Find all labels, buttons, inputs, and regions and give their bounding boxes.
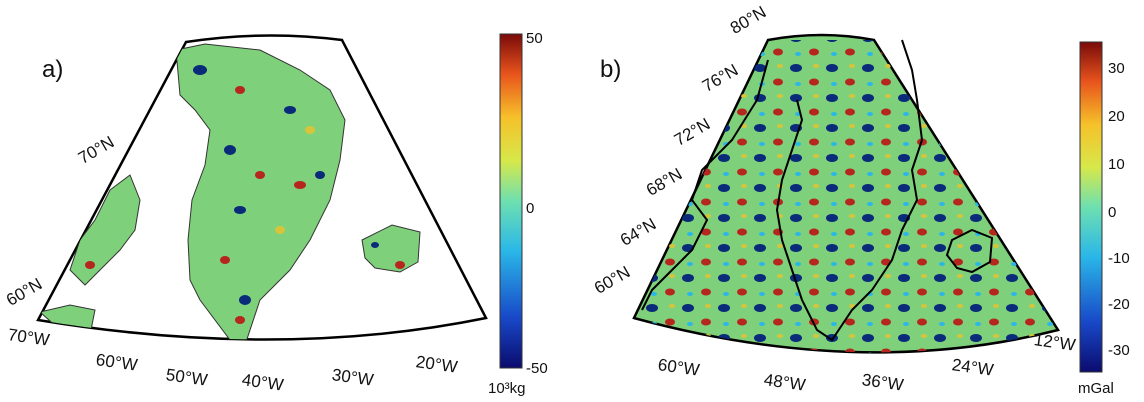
panel-label-b: b) <box>600 56 622 83</box>
colorbar-b-tick-20: 20 <box>1108 108 1125 125</box>
colorbar-b-tick-neg10: -10 <box>1108 250 1130 267</box>
colorbar-b-tick-neg30: -30 <box>1108 342 1130 359</box>
colorbar-b-tick-0: 0 <box>1108 204 1117 221</box>
colorbar-b-tick-10: 10 <box>1108 156 1125 173</box>
colorbar-b-tick-30: 30 <box>1108 60 1125 77</box>
colorbar-a-tick-0: 0 <box>526 200 535 217</box>
panel-a: a) 70°N 60°N 70°W 60°W 50°W 40°W 30°W 20… <box>0 0 560 402</box>
colorbar-a <box>499 33 523 369</box>
colorbar-b-unit: mGal <box>1078 380 1114 397</box>
iceland-land <box>361 224 421 273</box>
panel-b: b) 80°N 76°N 72°N 68°N 64°N 60°N 60°W 48… <box>572 0 1144 402</box>
colorbar-a-unit: 10³kg <box>488 380 526 397</box>
colorbar-a-tick-50: 50 <box>526 30 543 47</box>
map-b <box>632 33 1103 373</box>
colorbar-b-tick-neg20: -20 <box>1108 296 1130 313</box>
anomaly-blobs-a <box>85 65 405 324</box>
colorbar-b <box>1079 41 1103 373</box>
coastlines-b <box>641 39 994 342</box>
map-a <box>36 33 523 369</box>
panel-label-a: a) <box>42 56 64 83</box>
baffin-land <box>69 174 141 286</box>
anomaly-field-b <box>634 40 1058 353</box>
greenland-land <box>175 43 346 340</box>
colorbar-a-tick-neg50: -50 <box>526 360 548 377</box>
